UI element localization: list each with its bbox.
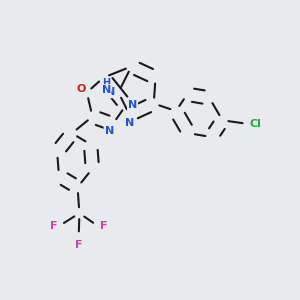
Text: F: F bbox=[75, 240, 82, 250]
Text: Cl: Cl bbox=[249, 119, 261, 129]
Text: N: N bbox=[128, 100, 137, 110]
Text: F: F bbox=[50, 221, 57, 231]
Text: N: N bbox=[104, 126, 114, 136]
Text: N: N bbox=[106, 87, 116, 98]
Text: N: N bbox=[125, 118, 134, 128]
Text: F: F bbox=[100, 221, 107, 231]
Text: O: O bbox=[76, 84, 86, 94]
Text: H: H bbox=[102, 78, 110, 88]
Text: N: N bbox=[101, 85, 111, 95]
